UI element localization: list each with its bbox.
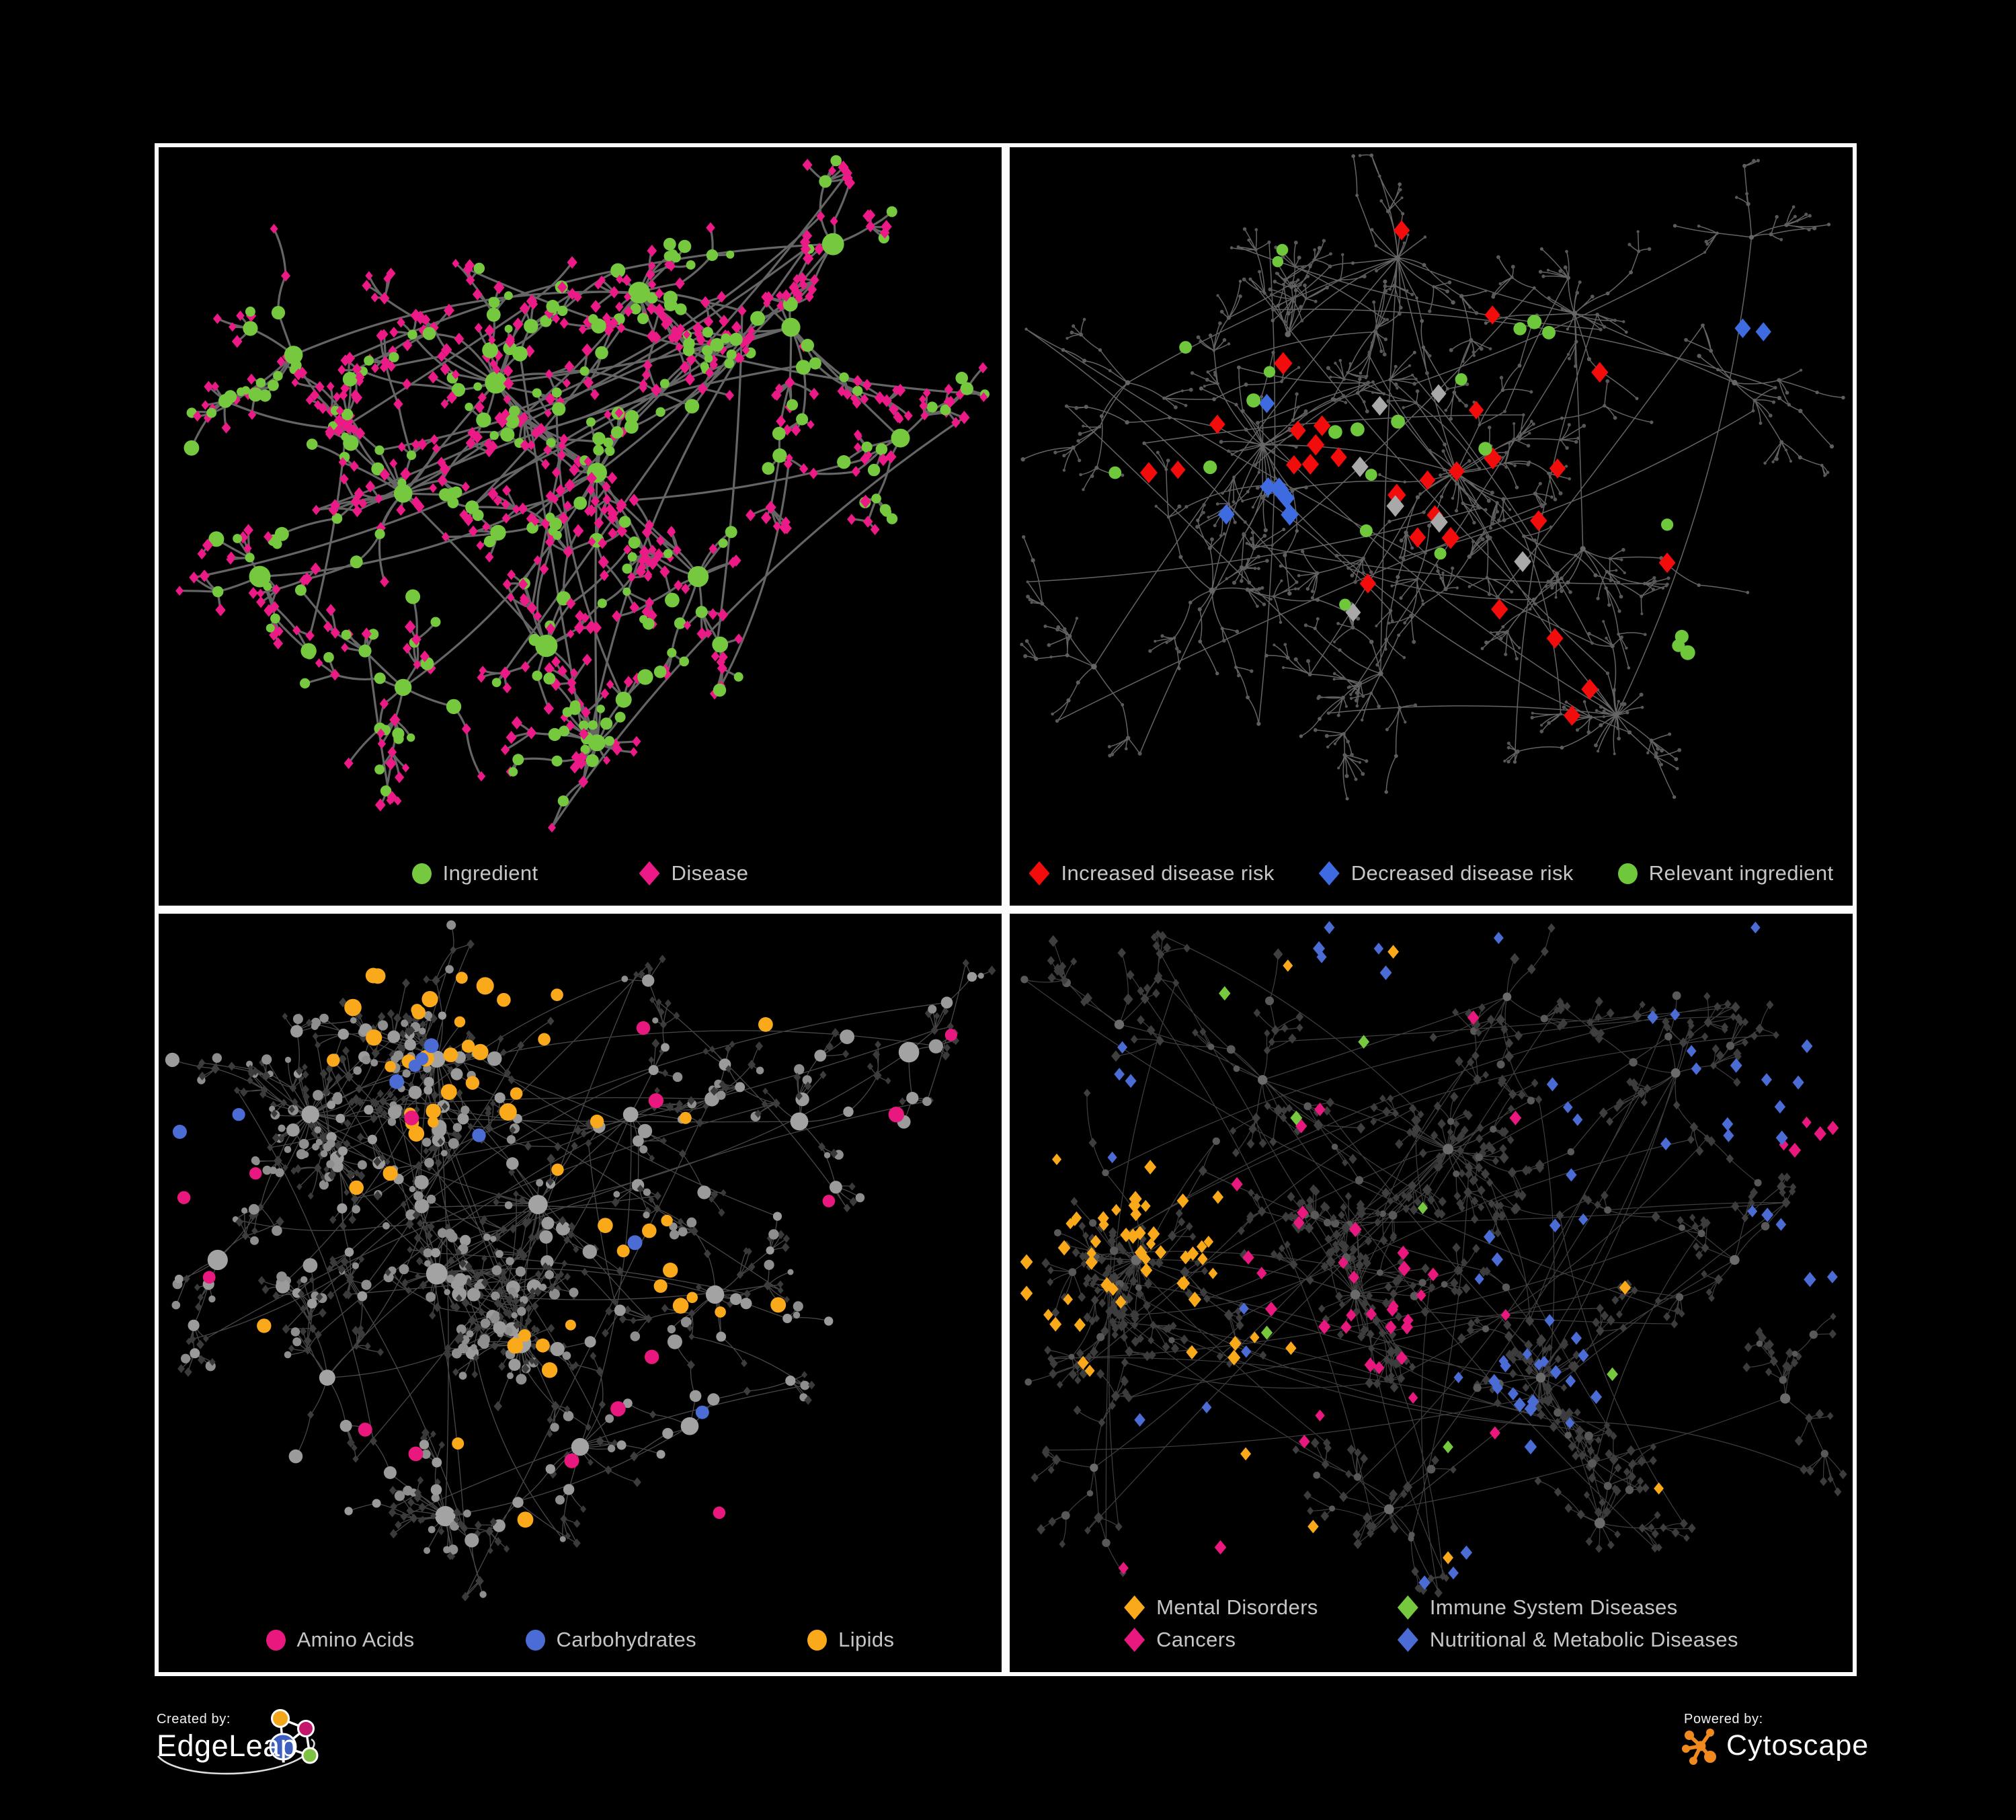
legend-item: Nutritional & Metabolic Diseases: [1397, 1628, 1738, 1652]
created-by-label: Created by:: [157, 1712, 231, 1727]
legend-item: Disease: [639, 861, 749, 885]
legend-label: Amino Acids: [296, 1628, 415, 1651]
legend-item: Amino Acids: [266, 1628, 415, 1652]
panel-disease-categories: Mental Disorders Immune System Diseases …: [1006, 910, 1857, 1676]
network-graph-nutrient-classes: [165, 920, 996, 1601]
legend-label: Mental Disorders: [1156, 1595, 1318, 1619]
edgeleap-node-blue: [269, 1733, 297, 1761]
cytoscape-wordmark: Cytoscape: [1726, 1729, 1869, 1762]
edgeleap-logo: [157, 1709, 319, 1775]
mental-disorders-legend-marker: [1124, 1595, 1145, 1620]
network-graph-ingredient-disease: [175, 155, 990, 833]
edgeleap-node-green: [301, 1747, 319, 1764]
legend-label: Immune System Diseases: [1429, 1595, 1678, 1619]
legend-disease-categories: Mental Disorders Immune System Diseases …: [1010, 1595, 1853, 1652]
powered-by-label: Powered by:: [1684, 1712, 1763, 1727]
panel-ingredient-disease: Ingredient Disease: [155, 143, 1006, 910]
legend-label: Cancers: [1156, 1628, 1236, 1651]
edgeleap-node-magenta: [297, 1720, 315, 1737]
lipids-legend-marker: [807, 1629, 828, 1651]
amino-acids-legend-marker: [266, 1629, 286, 1651]
legend-item: Relevant ingredient: [1617, 861, 1834, 885]
edgeleap-wordmark: EdgeLeap: [157, 1729, 298, 1763]
disease-legend-marker: [639, 861, 660, 885]
legend-item: Immune System Diseases: [1397, 1595, 1738, 1620]
ingredient-legend-marker: [411, 863, 432, 884]
edgeleap-glyph-nodes: [269, 1709, 319, 1764]
decreased-risk-legend-marker: [1318, 861, 1340, 885]
legend-label: Lipids: [838, 1628, 895, 1651]
legend-label: Nutritional & Metabolic Diseases: [1429, 1628, 1738, 1651]
legend-item: Ingredient: [411, 861, 538, 885]
legend-item: Increased disease risk: [1029, 861, 1275, 885]
cancers-legend-marker: [1124, 1628, 1145, 1652]
legend-item: Lipids: [807, 1628, 894, 1652]
legend-item: Mental Disorders: [1124, 1595, 1318, 1620]
legend-item: Decreased disease risk: [1318, 861, 1574, 885]
legend-label: Disease: [671, 861, 749, 885]
legend-disease-risk: Increased disease risk Decreased disease…: [1010, 861, 1853, 885]
legend-label: Decreased disease risk: [1350, 861, 1574, 885]
legend-item: Cancers: [1124, 1628, 1318, 1652]
immune-system-diseases-legend-marker: [1397, 1595, 1418, 1620]
nutritional-metabolic-legend-marker: [1397, 1628, 1418, 1652]
carbohydrates-legend-marker: [525, 1629, 545, 1651]
panel-nutrient-classes: Amino Acids Carbohydrates Lipids: [155, 910, 1006, 1676]
increased-risk-legend-marker: [1029, 861, 1050, 885]
edgeleap-node-orange: [271, 1709, 290, 1728]
edgeleap-swoosh: [157, 1738, 315, 1775]
cytoscape-icon: [1682, 1729, 1716, 1765]
legend-label: Ingredient: [442, 861, 538, 885]
figure-grid: Ingredient Disease Increased disease ris…: [155, 143, 1857, 1676]
legend-label: Carbohydrates: [556, 1628, 697, 1651]
panel-disease-risk: Increased disease risk Decreased disease…: [1006, 143, 1857, 910]
legend-item: Carbohydrates: [525, 1628, 697, 1652]
legend-label: Increased disease risk: [1061, 861, 1275, 885]
network-graph-disease-categories: [1020, 920, 1847, 1598]
network-graph-disease-risk: [1020, 153, 1845, 801]
legend-ingredient-disease: Ingredient Disease: [159, 861, 1002, 885]
legend-nutrient-classes: Amino Acids Carbohydrates Lipids: [159, 1628, 1002, 1652]
legend-label: Relevant ingredient: [1648, 861, 1834, 885]
relevant-ingredient-legend-marker: [1617, 863, 1638, 884]
